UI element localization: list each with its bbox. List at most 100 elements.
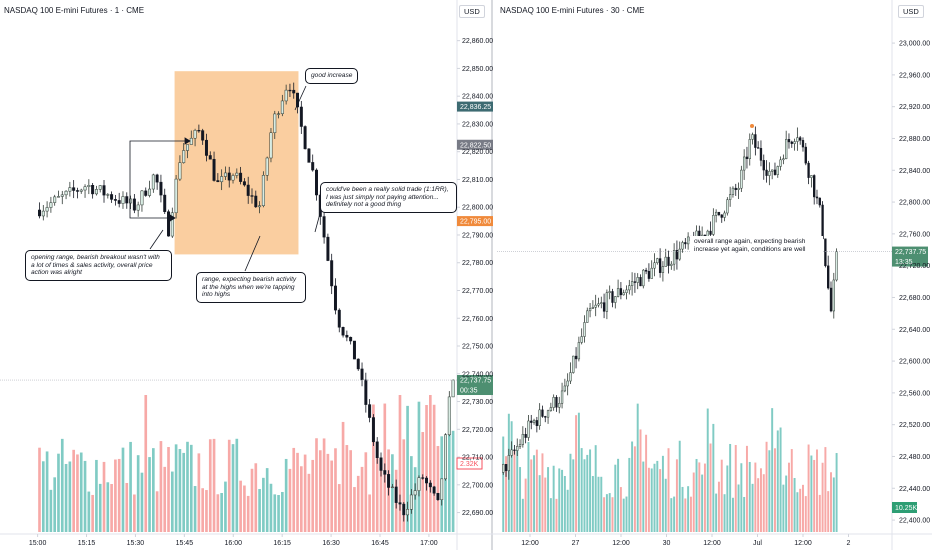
candle-body: [552, 397, 555, 408]
candle-body: [726, 199, 729, 214]
volume-bar: [38, 447, 41, 532]
y-tick-label: 22,740.00: [462, 371, 493, 378]
opening-range-pointer: [149, 229, 164, 250]
candle-body: [681, 242, 684, 250]
candle-body: [417, 477, 421, 491]
y-tick-label: 22,640.00: [899, 327, 930, 334]
candle-body: [151, 174, 155, 190]
y-tick-label: 22,710.00: [462, 455, 493, 462]
candle-body: [720, 214, 723, 218]
volume-bar: [299, 466, 303, 532]
volume-bar: [269, 483, 273, 532]
volume-bar: [692, 472, 695, 532]
candle-body: [737, 187, 740, 190]
candle-body: [569, 372, 572, 382]
volume-bar: [706, 408, 709, 532]
candle-body: [394, 486, 398, 503]
candle-body: [174, 178, 178, 214]
volume-bar: [68, 461, 72, 532]
y-tick-label: 22,750.00: [462, 344, 493, 351]
candle-body: [406, 509, 410, 516]
candle-body: [518, 444, 522, 447]
volume-bar: [227, 439, 231, 532]
volume-bar: [447, 418, 451, 532]
note-opening-range[interactable]: opening range, bearish breakout wasn't w…: [25, 250, 172, 281]
volume-bar: [729, 443, 732, 532]
volume-bar: [807, 444, 810, 532]
note-good-increase[interactable]: good increase: [305, 68, 359, 84]
volume-bar: [765, 441, 768, 532]
candle-body: [605, 292, 609, 312]
candle-body: [658, 258, 662, 273]
volume-bar: [552, 465, 555, 532]
volume-bar: [717, 481, 720, 532]
candle-body: [178, 162, 182, 180]
volume-bar: [406, 405, 409, 532]
x-tick-label: Jul: [753, 540, 762, 547]
candle-body: [428, 482, 432, 488]
x-tick-label: 16:00: [224, 540, 242, 547]
volume-bar: [60, 438, 64, 532]
candle-body: [246, 184, 250, 196]
candle-body: [273, 113, 277, 133]
candle-body: [341, 327, 345, 336]
candle-body: [38, 209, 41, 217]
note-range[interactable]: range, expecting bearish activity at the…: [196, 272, 306, 303]
candle-body: [513, 449, 516, 451]
candle-body: [227, 172, 231, 181]
candle-body: [723, 212, 726, 218]
volume-bar: [315, 438, 318, 532]
volume-bar: [125, 482, 129, 532]
volume-bar: [502, 436, 505, 532]
volume-bar: [243, 485, 246, 532]
volume-bar: [816, 449, 818, 532]
candle-body: [242, 181, 246, 186]
candle-body: [644, 269, 648, 272]
volume-bar: [785, 475, 788, 532]
volume-bar: [605, 494, 608, 532]
candle-body: [432, 486, 436, 494]
volume-bar: [622, 498, 625, 532]
candle-body: [102, 185, 106, 196]
volume-bar: [212, 438, 216, 532]
volume-bar: [675, 459, 678, 532]
candle-body: [541, 409, 544, 417]
note-solid-trade[interactable]: could've been a really solid trade (1:1R…: [320, 182, 457, 213]
volume-bar: [345, 445, 349, 532]
note-overall-range[interactable]: overall range again, expecting bearish i…: [690, 236, 823, 256]
volume-bar: [87, 491, 91, 532]
volume-bar: [379, 458, 383, 532]
candles: [38, 82, 455, 522]
candle-body: [390, 486, 394, 488]
x-tick-label: 16:15: [273, 540, 291, 547]
candle-body: [532, 420, 536, 423]
volume-bar: [524, 478, 527, 532]
y-tick-label: 22,840.00: [899, 168, 930, 175]
volume-bar: [193, 486, 197, 532]
volume-bar: [656, 460, 659, 532]
left-currency-button[interactable]: USD: [459, 5, 485, 18]
volume-bar: [639, 429, 642, 532]
x-tick-label: 15:15: [78, 540, 96, 547]
candle-body: [580, 336, 583, 343]
volume-bar: [577, 412, 580, 532]
volume-bar: [121, 447, 125, 532]
volume-bars: [38, 395, 455, 532]
candle-body: [832, 279, 835, 312]
candle-body: [639, 277, 642, 287]
candle-body: [597, 303, 600, 306]
y-tick-label: 22,850.00: [462, 66, 493, 73]
x-tick-label: 15:45: [176, 540, 194, 547]
candle-body: [201, 130, 205, 141]
candle-body: [667, 256, 670, 266]
candle-body: [757, 147, 760, 149]
candle-body: [636, 277, 639, 283]
y-tick-label: 22,840.00: [462, 94, 493, 101]
right-currency-button[interactable]: USD: [898, 5, 924, 18]
volume-bar: [239, 480, 242, 532]
volume-bar: [762, 474, 765, 532]
candle-body: [315, 169, 318, 196]
candle-body: [132, 198, 136, 211]
candle-body: [261, 175, 265, 206]
